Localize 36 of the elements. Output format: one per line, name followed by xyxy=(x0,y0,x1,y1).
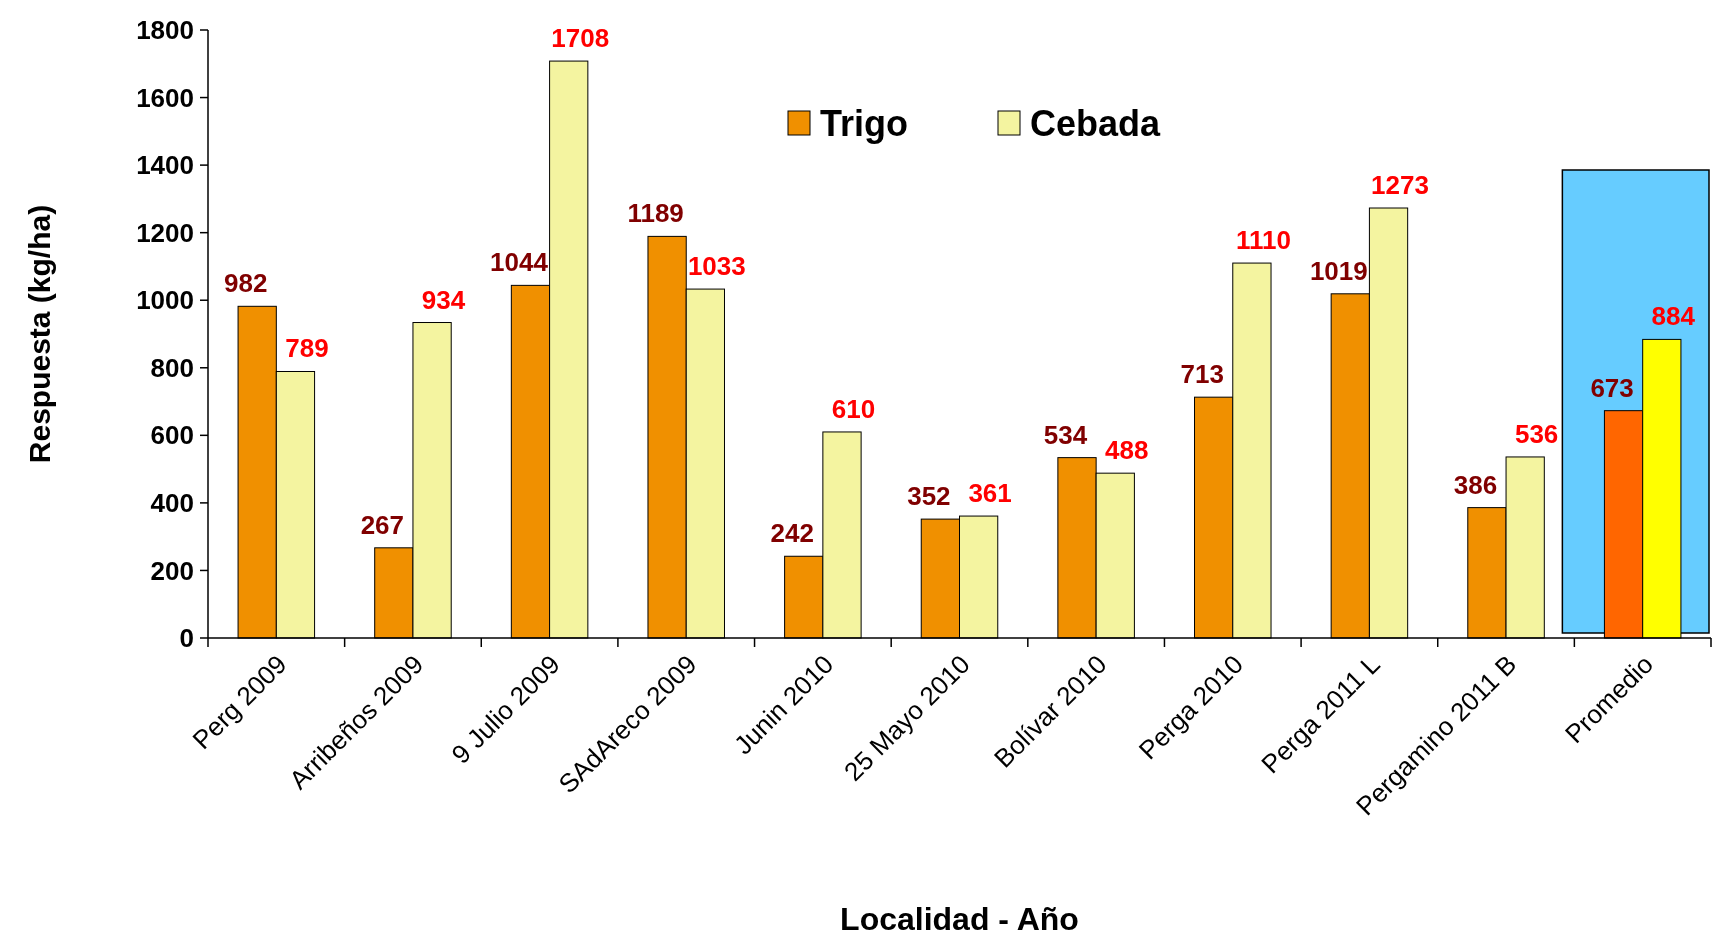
y-tick-label: 200 xyxy=(150,555,194,586)
data-label: 982 xyxy=(224,268,268,299)
data-label: 242 xyxy=(770,518,814,549)
data-label: 934 xyxy=(421,284,466,315)
data-label: 536 xyxy=(1514,418,1559,449)
y-tick-label: 1400 xyxy=(136,150,194,181)
y-tick-label: 800 xyxy=(150,352,194,383)
data-label: 386 xyxy=(1453,469,1498,500)
data-label: 1273 xyxy=(1371,170,1429,201)
data-label: 610 xyxy=(831,393,876,424)
data-label: 1189 xyxy=(627,198,684,229)
data-label: 1044 xyxy=(490,247,549,278)
y-tick-label: 1800 xyxy=(136,15,194,46)
data-label: 488 xyxy=(1105,435,1149,466)
y-tick-label: 600 xyxy=(150,420,194,451)
data-label: 1708 xyxy=(551,23,610,54)
y-tick-label: 400 xyxy=(150,487,194,518)
data-label: 789 xyxy=(285,333,329,364)
data-label: 1019 xyxy=(1309,255,1368,286)
y-tick-label: 1000 xyxy=(136,285,194,316)
data-label: 713 xyxy=(1180,359,1224,390)
data-label: 352 xyxy=(907,481,951,512)
data-label: 1110 xyxy=(1235,225,1291,256)
data-label: 1033 xyxy=(687,251,746,282)
data-label: 673 xyxy=(1590,372,1634,403)
data-label: 267 xyxy=(360,509,405,540)
y-tick-label: 1600 xyxy=(136,82,194,113)
legend-label: Cebada xyxy=(1030,102,1162,144)
y-tick-label: 1200 xyxy=(136,217,194,248)
y-tick-label: 0 xyxy=(179,623,194,654)
y-axis-title: Respuesta (kg/ha) xyxy=(23,204,56,464)
data-label: 361 xyxy=(968,478,1012,509)
legend-label: Trigo xyxy=(820,102,908,144)
data-label: 884 xyxy=(1651,301,1696,332)
x-axis-title: Localidad - Año xyxy=(840,901,1079,937)
data-label: 534 xyxy=(1043,419,1088,450)
